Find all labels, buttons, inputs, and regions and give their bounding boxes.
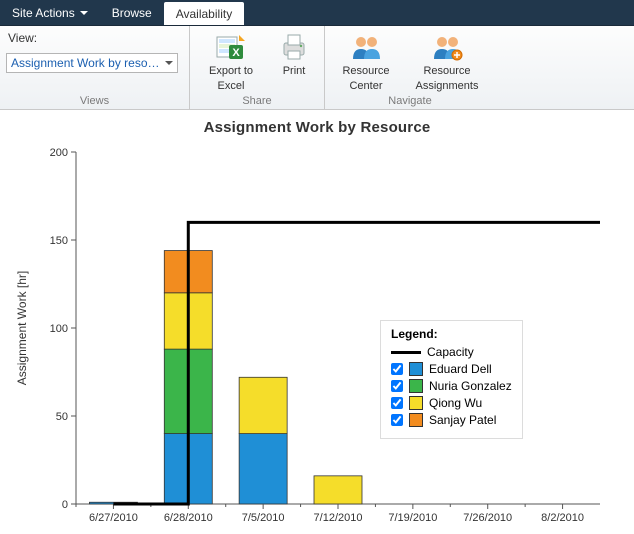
legend-series-label: Qiong Wu xyxy=(429,396,482,410)
svg-text:Assignment Work [hr]: Assignment Work [hr] xyxy=(15,271,29,385)
export-line2: Excel xyxy=(218,80,245,93)
legend-series-label: Nuria Gonzalez xyxy=(429,379,512,393)
ribbon-group-views-label: Views xyxy=(6,94,183,109)
chevron-down-icon xyxy=(165,61,173,65)
top-tab-bar: Site Actions Browse Availability xyxy=(0,0,634,26)
resource-center-button[interactable]: Resource Center xyxy=(331,29,401,94)
print-icon xyxy=(278,31,310,63)
print-button[interactable]: Print xyxy=(270,29,318,80)
legend-checkbox[interactable] xyxy=(391,414,403,426)
legend-capacity-label: Capacity xyxy=(427,345,474,359)
svg-text:0: 0 xyxy=(62,499,68,511)
legend-title: Legend: xyxy=(391,327,512,341)
svg-text:6/27/2010: 6/27/2010 xyxy=(89,512,138,524)
capacity-line-icon xyxy=(391,351,421,354)
dropdown-icon xyxy=(80,11,88,15)
browse-label: Browse xyxy=(112,6,152,20)
view-header-label: View: xyxy=(6,29,183,49)
svg-text:150: 150 xyxy=(50,235,68,247)
availability-label: Availability xyxy=(176,7,232,21)
ribbon-group-share: X Export to Excel xyxy=(190,26,325,109)
chart-container: Assignment Work by Resource 050100150200… xyxy=(0,110,634,534)
chart-legend: Legend: Capacity Eduard Dell Nuria Gonzalez… xyxy=(380,320,523,439)
rc-line1: Resource xyxy=(342,65,389,78)
svg-text:8/2/2010: 8/2/2010 xyxy=(541,512,584,524)
chart-svg: 0 50 100 150 200 Assignment Work [hr] 6/27/201… xyxy=(0,120,620,534)
ribbon-group-navigate-label: Navigate xyxy=(331,94,489,109)
legend-checkbox[interactable] xyxy=(391,397,403,409)
site-actions-menu[interactable]: Site Actions xyxy=(0,0,100,25)
legend-series-row: Sanjay Patel xyxy=(391,413,512,427)
svg-text:7/26/2010: 7/26/2010 xyxy=(463,512,512,524)
legend-series-row: Qiong Wu xyxy=(391,396,512,410)
export-excel-button[interactable]: X Export to Excel xyxy=(196,29,266,94)
export-excel-icon: X xyxy=(215,31,247,63)
legend-capacity-row: Capacity xyxy=(391,345,512,359)
legend-swatch xyxy=(409,362,423,376)
svg-text:50: 50 xyxy=(56,411,68,423)
legend-checkbox[interactable] xyxy=(391,380,403,392)
legend-checkbox[interactable] xyxy=(391,363,403,375)
ribbon-group-share-label: Share xyxy=(196,94,318,109)
legend-swatch xyxy=(409,379,423,393)
legend-swatch xyxy=(409,396,423,410)
app-root: Site Actions Browse Availability View: A… xyxy=(0,0,634,534)
svg-text:X: X xyxy=(232,47,240,59)
print-label: Print xyxy=(283,65,306,78)
tab-availability[interactable]: Availability xyxy=(164,2,244,25)
legend-series-row: Eduard Dell xyxy=(391,362,512,376)
svg-text:100: 100 xyxy=(50,323,68,335)
ribbon-group-navigate: Resource Center Resource xyxy=(325,26,495,109)
site-actions-label: Site Actions xyxy=(12,6,75,20)
people-icon xyxy=(350,31,382,63)
ra-line1: Resource xyxy=(423,65,470,78)
view-select-value: Assignment Work by reso… xyxy=(11,56,160,70)
ribbon-group-views: View: Assignment Work by reso… Views xyxy=(0,26,190,109)
view-select[interactable]: Assignment Work by reso… xyxy=(6,53,178,73)
legend-series-row: Nuria Gonzalez xyxy=(391,379,512,393)
svg-text:7/12/2010: 7/12/2010 xyxy=(314,512,363,524)
resource-assignments-button[interactable]: Resource Assignments xyxy=(405,29,489,94)
svg-text:200: 200 xyxy=(50,147,68,159)
ribbon: View: Assignment Work by reso… Views xyxy=(0,26,634,110)
legend-series-label: Sanjay Patel xyxy=(429,413,496,427)
svg-text:7/5/2010: 7/5/2010 xyxy=(242,512,285,524)
svg-text:7/19/2010: 7/19/2010 xyxy=(388,512,437,524)
ra-line2: Assignments xyxy=(416,80,479,93)
rc-line2: Center xyxy=(349,80,382,93)
legend-swatch xyxy=(409,413,423,427)
people-assign-icon xyxy=(431,31,463,63)
legend-series-label: Eduard Dell xyxy=(429,362,492,376)
svg-text:6/28/2010: 6/28/2010 xyxy=(164,512,213,524)
export-line1: Export to xyxy=(209,65,253,78)
tab-browse[interactable]: Browse xyxy=(100,0,164,25)
